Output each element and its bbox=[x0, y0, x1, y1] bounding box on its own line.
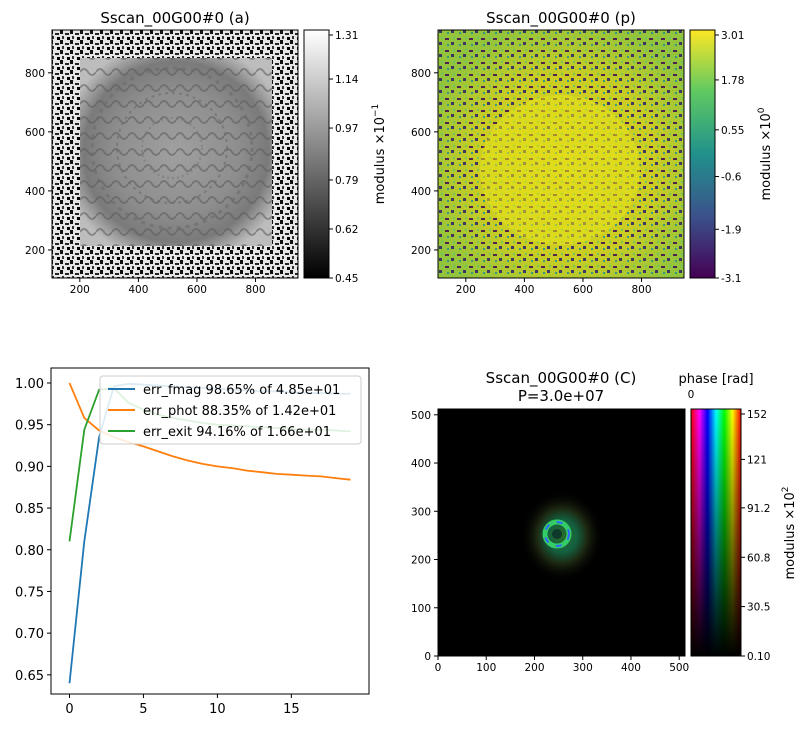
panel-p-colorbar: 3.01 1.78 0.55 -0.6 -1.9 -3.1 modulus ×100 bbox=[689, 29, 774, 285]
x-tick-label: 200 bbox=[524, 662, 544, 674]
legend-frame bbox=[99, 375, 362, 445]
y-tick-label: 400 bbox=[411, 458, 431, 470]
colorbar-tick-label: 152 bbox=[747, 409, 767, 421]
panel-p-axes: 200 400 600 800 200 400 600 800 bbox=[411, 68, 652, 296]
colorbar-tick-label: 0.79 bbox=[335, 175, 358, 187]
y-tick-label: 300 bbox=[411, 506, 431, 518]
colorbar-tick-label: 60.8 bbox=[747, 552, 770, 564]
panel-c: Sscan_00G00#0 (C) P=3.0e+07 0 100 200 300 40… bbox=[411, 369, 798, 674]
y-tick-label: 400 bbox=[25, 186, 45, 198]
panel-a-axes: 200 400 600 800 200 400 600 800 bbox=[25, 68, 266, 296]
x-tick-label: 0 bbox=[65, 702, 73, 717]
colorbar-tick-label: 1.78 bbox=[721, 75, 744, 87]
panel-c-image bbox=[437, 408, 686, 657]
x-tick-label: 400 bbox=[128, 284, 148, 296]
colorbar-tick-label: 0.10 bbox=[747, 651, 770, 663]
x-tick-label: 200 bbox=[70, 284, 90, 296]
x-tick-label: 600 bbox=[187, 284, 207, 296]
panel-p-colorbar-label: modulus ×100 bbox=[757, 107, 774, 200]
colorbar-tick-label: 3.01 bbox=[721, 30, 744, 42]
colorbar-tick-label: 91.2 bbox=[747, 503, 770, 515]
y-tick-label: 600 bbox=[25, 127, 45, 139]
panel-errors: 0 5 10 15 0.65 0.70 0.75 0.80 0.85 0.90 0.95 1.00 e… bbox=[15, 367, 370, 717]
y-tick-label: 1.00 bbox=[15, 377, 44, 392]
legend-entry-err-fmag: err_fmag 98.65% of 4.85e+01 bbox=[143, 383, 340, 398]
colorbar-tick-label: 121 bbox=[747, 454, 767, 466]
colorbar-tick-label: -1.9 bbox=[721, 224, 742, 236]
y-tick-label: 500 bbox=[411, 410, 431, 422]
colorbar-tick-label: 0.55 bbox=[721, 125, 744, 137]
y-tick-label: 600 bbox=[411, 127, 431, 139]
x-tick-label: 600 bbox=[573, 284, 593, 296]
panel-c-colorbar-top-tick: 0 bbox=[688, 389, 695, 401]
colorbar-tick-label: -3.1 bbox=[721, 273, 742, 285]
colorbar-tick-label: 30.5 bbox=[747, 602, 770, 614]
colorbar-tick-label: 1.14 bbox=[335, 74, 359, 86]
x-tick-label: 800 bbox=[246, 284, 266, 296]
errors-axes: 0 5 10 15 0.65 0.70 0.75 0.80 0.85 0.90 0.95 1.00 bbox=[15, 377, 300, 717]
panel-c-axes: 0 100 200 300 400 500 0 100 200 300 400 500 bbox=[411, 410, 689, 674]
x-tick-label: 5 bbox=[139, 702, 147, 717]
y-tick-label: 0.70 bbox=[15, 627, 44, 642]
y-tick-label: 800 bbox=[25, 68, 45, 80]
panel-a-image bbox=[51, 29, 299, 279]
y-tick-label: 800 bbox=[411, 68, 431, 80]
y-tick-label: 0.95 bbox=[15, 419, 44, 434]
panel-a-colorbar-label: modulus ×10−1 bbox=[371, 104, 388, 205]
y-tick-label: 200 bbox=[411, 245, 431, 257]
y-tick-label: 0 bbox=[424, 651, 431, 663]
panel-c-title: Sscan_00G00#0 (C) bbox=[486, 369, 637, 388]
colorbar-tick-label: 0.45 bbox=[335, 273, 358, 285]
x-tick-label: 100 bbox=[476, 662, 496, 674]
colorbar-tick-label: -0.6 bbox=[721, 172, 742, 184]
y-tick-label: 200 bbox=[411, 555, 431, 567]
x-tick-label: 0 bbox=[435, 662, 442, 674]
legend-entry-err-exit: err_exit 94.16% of 1.66e+01 bbox=[143, 425, 331, 440]
legend-entry-err-phot: err_phot 88.35% of 1.42e+01 bbox=[143, 404, 336, 419]
panel-p: Sscan_00G00#0 (p) 200 400 600 800 200 400 600 8… bbox=[411, 9, 774, 296]
y-tick-label: 0.85 bbox=[15, 502, 44, 517]
panel-c-colorbar-title: phase [rad] bbox=[678, 372, 753, 387]
panel-a: Sscan_00G00#0 (a) 200 400 600 800 200 400 600 8… bbox=[25, 9, 388, 296]
panel-c-subtitle: P=3.0e+07 bbox=[518, 387, 604, 405]
x-tick-label: 500 bbox=[669, 662, 689, 674]
y-tick-label: 200 bbox=[25, 245, 45, 257]
colorbar-tick-label: 0.97 bbox=[335, 123, 358, 135]
y-tick-label: 0.80 bbox=[15, 544, 44, 559]
x-tick-label: 400 bbox=[621, 662, 641, 674]
x-tick-label: 200 bbox=[456, 284, 476, 296]
panel-a-colorbar: 1.31 1.14 0.97 0.79 0.62 0.45 modulus ×10−1 bbox=[303, 29, 388, 285]
panel-a-title: Sscan_00G00#0 (a) bbox=[100, 9, 249, 28]
x-tick-label: 15 bbox=[283, 702, 300, 717]
panel-p-title: Sscan_00G00#0 (p) bbox=[486, 9, 636, 28]
panel-c-colorbar-label: modulus ×102 bbox=[781, 486, 798, 579]
x-tick-label: 800 bbox=[632, 284, 652, 296]
panel-c-colorbar: phase [rad] 0 152 121 91.2 60.8 30.5 0.10 mod… bbox=[678, 372, 798, 663]
errors-legend: err_fmag 98.65% of 4.85e+01 err_phot 88.… bbox=[99, 375, 362, 445]
y-tick-label: 0.65 bbox=[15, 669, 44, 684]
panel-p-image bbox=[437, 29, 685, 279]
y-tick-label: 0.90 bbox=[15, 460, 44, 475]
colorbar-tick-label: 0.62 bbox=[335, 224, 358, 236]
y-tick-label: 400 bbox=[411, 186, 431, 198]
x-tick-label: 400 bbox=[514, 284, 534, 296]
y-tick-label: 100 bbox=[411, 603, 431, 615]
y-tick-label: 0.75 bbox=[15, 585, 44, 600]
x-tick-label: 300 bbox=[573, 662, 593, 674]
x-tick-label: 10 bbox=[209, 702, 226, 717]
colorbar-tick-label: 1.31 bbox=[335, 30, 358, 42]
